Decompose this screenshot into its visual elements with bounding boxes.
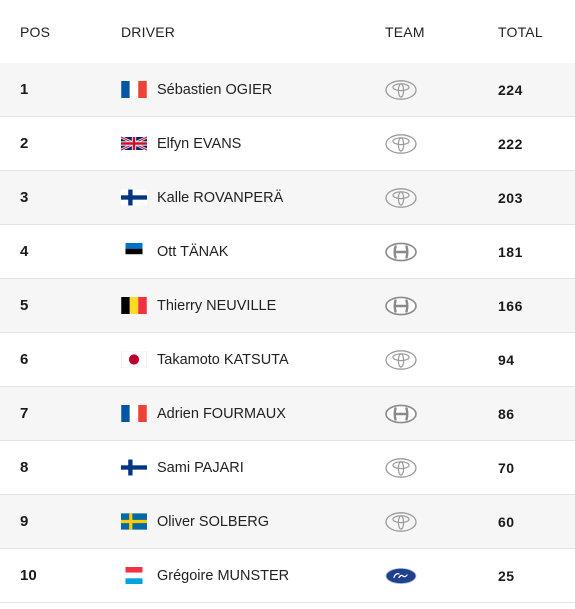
driver-name: Oliver SOLBERG: [157, 513, 269, 530]
position-value: 2: [20, 135, 29, 152]
luxembourg-flag-icon: [121, 567, 147, 584]
position-value: 3: [20, 189, 29, 206]
hyundai-logo-icon: [385, 242, 417, 262]
hyundai-logo-icon: [385, 296, 417, 316]
driver-name: Elfyn EVANS: [157, 135, 242, 152]
header-total: TOTAL: [498, 23, 543, 40]
total-points: 166: [498, 297, 523, 314]
driver-name: Kalle ROVANPERÄ: [157, 189, 284, 206]
table-row[interactable]: 8 Sami PAJARI 70: [0, 441, 575, 495]
driver-cell: Sébastien OGIER: [121, 81, 272, 98]
total-points: 203: [498, 189, 523, 206]
toyota-logo-icon: [385, 349, 417, 370]
toyota-logo-icon: [385, 187, 417, 208]
driver-name: Sébastien OGIER: [157, 81, 273, 98]
france-flag-icon: [121, 81, 147, 98]
finland-flag-icon: [121, 189, 147, 206]
ford-logo-icon: [385, 566, 417, 586]
hyundai-logo-icon: [385, 404, 417, 424]
driver-cell: Oliver SOLBERG: [121, 513, 269, 530]
belgium-flag-icon: [121, 297, 147, 314]
driver-cell: Thierry NEUVILLE: [121, 297, 276, 314]
total-points: 70: [498, 459, 515, 476]
toyota-logo-icon: [385, 133, 417, 154]
table-row[interactable]: 3 Kalle ROVANPERÄ 203: [0, 171, 575, 225]
table-header: POS DRIVER TEAM TOTAL: [0, 0, 575, 63]
driver-cell: Takamoto KATSUTA: [121, 351, 289, 368]
total-points: 222: [498, 135, 523, 152]
japan-flag-icon: [121, 351, 147, 368]
driver-cell: Elfyn EVANS: [121, 135, 241, 152]
table-row[interactable]: 5 Thierry NEUVILLE 166: [0, 279, 575, 333]
driver-cell: Ott TÄNAK: [121, 243, 228, 260]
position-value: 8: [20, 459, 29, 476]
finland-flag-icon: [121, 459, 147, 476]
position-value: 7: [20, 405, 29, 422]
position-value: 9: [20, 513, 29, 530]
total-points: 94: [498, 351, 515, 368]
driver-cell: Grégoire MUNSTER: [121, 567, 289, 584]
total-points: 181: [498, 243, 523, 260]
driver-name: Takamoto KATSUTA: [157, 351, 289, 368]
toyota-logo-icon: [385, 457, 417, 478]
table-row[interactable]: 9 Oliver SOLBERG 60: [0, 495, 575, 549]
position-value: 10: [20, 567, 37, 584]
total-points: 25: [498, 567, 515, 584]
total-points: 60: [498, 513, 515, 530]
estonia-flag-icon: [121, 243, 147, 260]
position-value: 1: [20, 81, 29, 98]
header-pos: POS: [20, 23, 51, 40]
position-value: 6: [20, 351, 29, 368]
total-points: 86: [498, 405, 515, 422]
toyota-logo-icon: [385, 511, 417, 532]
driver-name: Ott TÄNAK: [157, 243, 229, 260]
toyota-logo-icon: [385, 79, 417, 100]
driver-cell: Adrien FOURMAUX: [121, 405, 286, 422]
driver-cell: Sami PAJARI: [121, 459, 244, 476]
header-driver: DRIVER: [121, 23, 176, 40]
table-row[interactable]: 1 Sébastien OGIER 224: [0, 63, 575, 117]
header-team: TEAM: [385, 23, 425, 40]
uk-flag-icon: [121, 135, 147, 152]
table-row[interactable]: 7 Adrien FOURMAUX 86: [0, 387, 575, 441]
driver-name: Sami PAJARI: [157, 459, 244, 476]
driver-name: Thierry NEUVILLE: [157, 297, 277, 314]
table-row[interactable]: 2 Elfyn EVANS 222: [0, 117, 575, 171]
position-value: 4: [20, 243, 29, 260]
sweden-flag-icon: [121, 513, 147, 530]
table-row[interactable]: 4 Ott TÄNAK 181: [0, 225, 575, 279]
driver-name: Grégoire MUNSTER: [157, 567, 290, 584]
driver-name: Adrien FOURMAUX: [157, 405, 286, 422]
position-value: 5: [20, 297, 29, 314]
table-row[interactable]: 10 Grégoire MUNSTER 25: [0, 549, 575, 603]
table-row[interactable]: 6 Takamoto KATSUTA 94: [0, 333, 575, 387]
driver-cell: Kalle ROVANPERÄ: [121, 189, 283, 206]
total-points: 224: [498, 81, 523, 98]
france-flag-icon: [121, 405, 147, 422]
